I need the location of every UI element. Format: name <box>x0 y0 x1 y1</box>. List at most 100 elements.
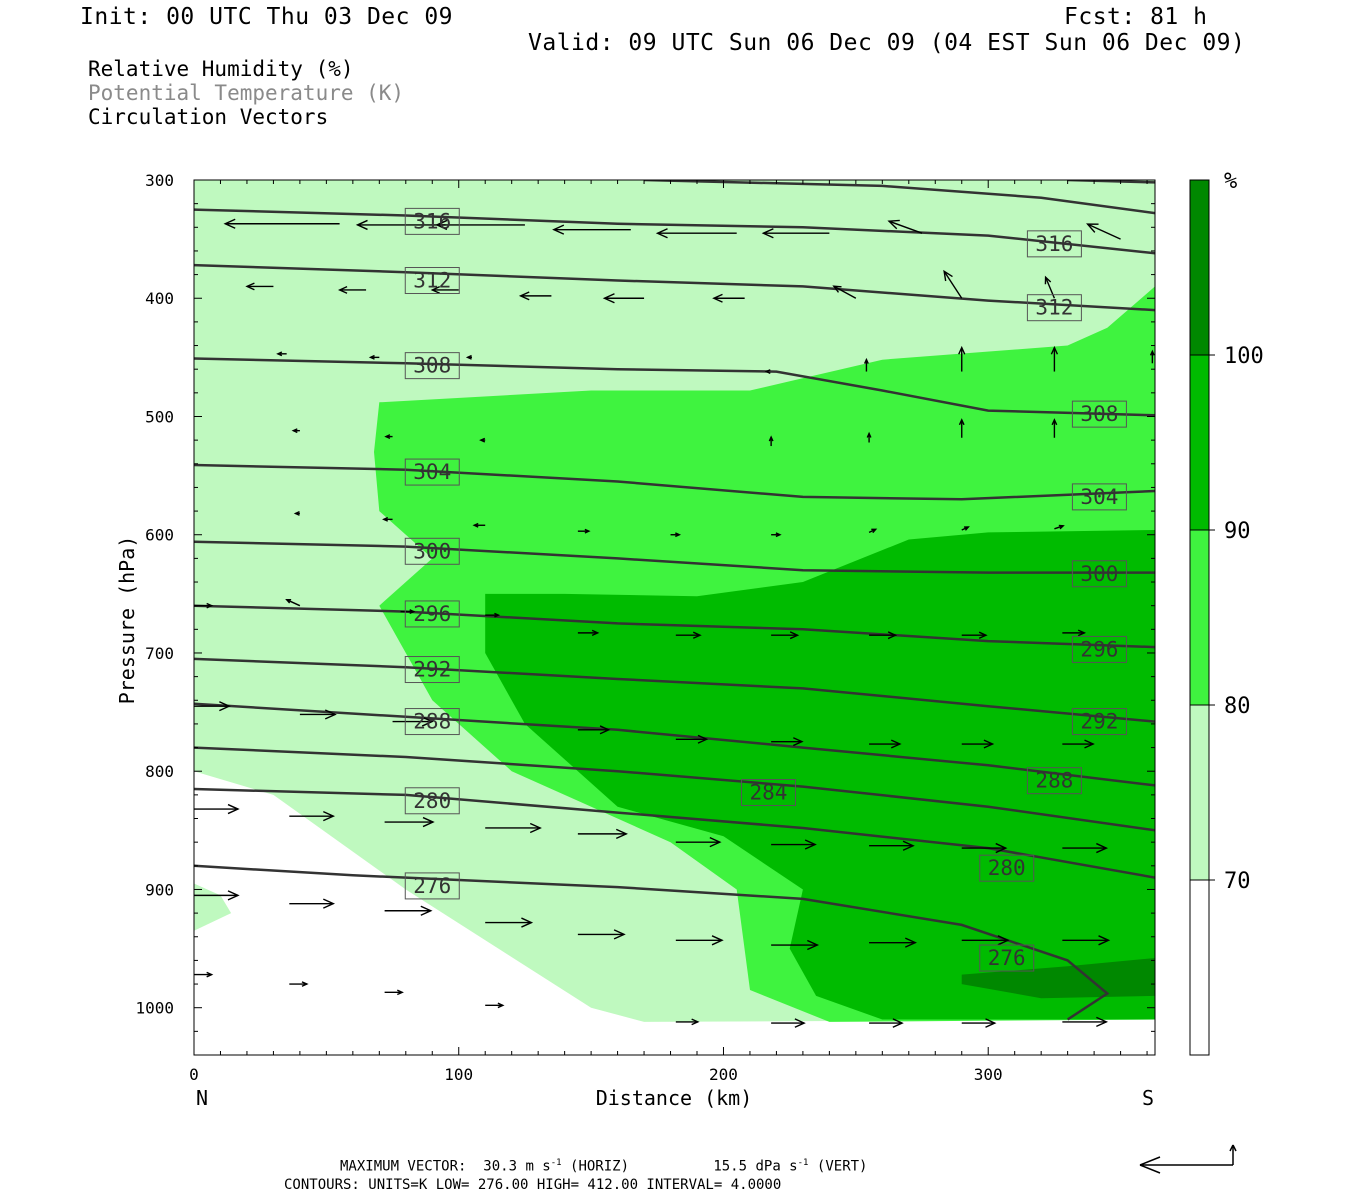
circulation-vector <box>1062 739 1095 749</box>
theta-contour-308 <box>194 357 1155 417</box>
svg-text:280: 280 <box>988 856 1026 880</box>
circulation-vector <box>961 739 995 749</box>
theta-contour-296 <box>194 604 1155 649</box>
circulation-vector <box>602 293 645 304</box>
svg-text:316: 316 <box>1035 232 1073 256</box>
circulation-vector <box>223 218 340 229</box>
y-tick-label: 800 <box>145 762 174 781</box>
circulation-vector <box>291 428 300 434</box>
forecast-hour: Fcst: 81 h <box>1064 4 1208 30</box>
theta-contour-292 <box>194 657 1155 723</box>
circulation-vector <box>577 629 600 637</box>
circulation-vector <box>771 939 820 951</box>
north-end-label: N <box>196 1086 208 1110</box>
colorbar-unit: % <box>1224 169 1237 194</box>
circulation-vector <box>961 842 1008 854</box>
contour-label-312: 312 <box>404 267 460 295</box>
svg-text:304: 304 <box>413 460 451 484</box>
circulation-vector <box>832 285 857 299</box>
y-tick-label: 1000 <box>135 999 174 1018</box>
y-tick-label: 600 <box>145 526 174 545</box>
circulation-vector <box>289 898 336 909</box>
theta-contour-288 <box>194 702 1155 787</box>
circulation-vector <box>485 822 542 834</box>
circulation-vector <box>1051 418 1058 438</box>
contour-label-296: 296 <box>1071 635 1127 663</box>
circulation-vector <box>1062 935 1111 946</box>
circulation-vector <box>1086 223 1121 240</box>
circulation-vector <box>289 811 336 822</box>
legend-relative-humidity: Relative Humidity (%) <box>88 57 354 81</box>
circulation-vector <box>384 434 393 440</box>
svg-text:296: 296 <box>1080 637 1118 661</box>
circulation-vector <box>485 917 534 928</box>
circulation-vector <box>289 981 309 987</box>
circulation-vector <box>384 905 433 916</box>
y-tick-label: 900 <box>145 880 174 899</box>
circulation-vector <box>961 526 970 531</box>
legend-circulation-vectors: Circulation Vectors <box>88 105 329 129</box>
svg-text:284: 284 <box>750 781 788 805</box>
circulation-vector <box>430 286 459 294</box>
svg-text:304: 304 <box>1080 485 1118 509</box>
svg-text:312: 312 <box>1035 296 1073 320</box>
contour-label-292: 292 <box>404 656 460 684</box>
colorbar-level-100: 100 <box>1224 344 1264 369</box>
contour-label-276: 276 <box>979 944 1035 972</box>
circulation-vector <box>1062 842 1109 854</box>
contour-label-308: 308 <box>1071 400 1127 428</box>
circulation-vector <box>479 437 486 443</box>
circulation-vector <box>194 890 240 901</box>
contours-info: CONTOURS: UNITS=K LOW= 276.00 HIGH= 412.… <box>284 1177 782 1193</box>
circulation-vector <box>869 631 898 640</box>
circulation-vector <box>1062 1016 1109 1028</box>
valid-time: Valid: 09 UTC Sun 06 Dec 09 (04 EST Sun … <box>528 30 1246 56</box>
circulation-vector <box>887 219 923 234</box>
circulation-vector <box>337 286 367 294</box>
circulation-vector <box>382 516 393 522</box>
svg-text:300: 300 <box>413 539 451 563</box>
circulation-vector <box>764 369 771 374</box>
circulation-vector <box>961 1018 997 1028</box>
circulation-vector <box>245 282 274 291</box>
plot-frame <box>193 179 1156 1056</box>
circulation-vector <box>194 971 214 978</box>
x-tick-label: 300 <box>974 1065 1003 1084</box>
circulation-vector <box>1149 349 1155 364</box>
circulation-vector <box>577 929 626 940</box>
svg-text:292: 292 <box>413 658 451 682</box>
circulation-vector <box>655 228 737 239</box>
colorbar: 70 80 90 100 <box>1189 179 1264 1056</box>
circulation-vector <box>392 716 434 727</box>
circulation-vector <box>285 598 301 607</box>
circulation-vector <box>435 219 525 231</box>
rh-fill-rh_90_100 <box>485 530 1155 1020</box>
circulation-vector <box>355 219 446 231</box>
circulation-vector <box>866 431 872 443</box>
legend-potential-temperature: Potential Temperature (K) <box>88 81 405 105</box>
max-vector-label: MAXIMUM VECTOR: <box>340 1158 467 1175</box>
svg-text:276: 276 <box>413 874 451 898</box>
circulation-vector <box>518 291 552 301</box>
circulation-vector <box>761 228 830 239</box>
circulation-vector <box>958 418 965 438</box>
theta-contour-304 <box>194 463 1155 501</box>
circulation-vector <box>768 435 774 447</box>
circulation-vector <box>958 345 966 372</box>
vert-unit: (VERT) <box>816 1158 868 1175</box>
circulation-vector <box>1054 524 1065 530</box>
circulation-vector <box>384 816 435 828</box>
contour-label-276: 276 <box>404 872 460 900</box>
circulation-vector <box>299 709 337 720</box>
theta-contour-284 <box>194 746 1155 832</box>
circulation-vector <box>869 1018 904 1028</box>
circulation-vector <box>577 528 591 534</box>
circulation-vector <box>712 293 745 303</box>
south-end-label: S <box>1142 1086 1154 1110</box>
theta-contour-276 <box>194 864 1110 1021</box>
circulation-vector <box>771 532 782 538</box>
rh-fill-rh_70_80_lowleft <box>194 883 232 931</box>
circulation-vector <box>1062 629 1087 637</box>
svg-text:308: 308 <box>1080 402 1118 426</box>
circulation-vector <box>771 631 800 640</box>
